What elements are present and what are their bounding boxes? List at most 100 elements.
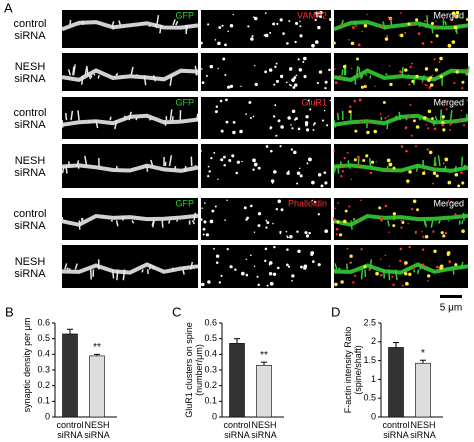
puncta bbox=[229, 24, 234, 28]
puncta bbox=[361, 30, 363, 32]
spine bbox=[356, 65, 359, 76]
puncta bbox=[403, 264, 406, 266]
puncta bbox=[466, 99, 469, 102]
puncta bbox=[432, 171, 437, 175]
puncta bbox=[354, 274, 357, 277]
y-axis-label: GluR1 clusters on spine (number/μm) bbox=[184, 322, 204, 418]
dendrite bbox=[333, 262, 469, 275]
puncta bbox=[405, 281, 409, 286]
puncta bbox=[315, 14, 319, 18]
channel-label: Merged bbox=[433, 10, 464, 20]
spine bbox=[387, 220, 390, 227]
puncta bbox=[349, 254, 353, 258]
spine bbox=[341, 69, 344, 76]
puncta bbox=[293, 76, 297, 80]
x-tick-label: NESH siRNA bbox=[84, 420, 110, 440]
puncta bbox=[236, 160, 241, 164]
spine bbox=[76, 160, 80, 167]
puncta bbox=[454, 263, 458, 267]
puncta bbox=[272, 222, 274, 225]
panel-label: C bbox=[172, 304, 181, 319]
spine bbox=[175, 20, 179, 26]
puncta bbox=[317, 173, 322, 177]
bar bbox=[415, 362, 431, 418]
puncta bbox=[310, 251, 315, 255]
puncta bbox=[279, 18, 283, 22]
puncta bbox=[339, 233, 343, 237]
spine bbox=[72, 64, 76, 76]
puncta bbox=[334, 207, 336, 209]
spine bbox=[353, 75, 357, 85]
puncta bbox=[297, 127, 301, 131]
puncta bbox=[340, 280, 344, 284]
spine bbox=[426, 15, 429, 26]
puncta bbox=[228, 158, 232, 162]
puncta bbox=[340, 23, 343, 26]
puncta bbox=[461, 87, 464, 90]
puncta bbox=[313, 122, 316, 125]
puncta bbox=[264, 259, 267, 263]
puncta bbox=[332, 41, 336, 45]
puncta bbox=[341, 170, 345, 173]
spine bbox=[384, 72, 388, 76]
spine bbox=[434, 115, 438, 121]
puncta bbox=[223, 155, 226, 159]
puncta bbox=[219, 99, 223, 103]
puncta bbox=[384, 204, 388, 208]
x-tick-label: control siRNA bbox=[56, 420, 84, 440]
puncta bbox=[220, 158, 224, 162]
puncta bbox=[268, 68, 273, 72]
puncta bbox=[384, 254, 387, 257]
puncta bbox=[462, 124, 466, 127]
puncta bbox=[421, 235, 424, 237]
puncta bbox=[303, 75, 307, 79]
puncta bbox=[360, 85, 364, 89]
puncta bbox=[384, 37, 389, 41]
puncta bbox=[291, 109, 296, 114]
spine bbox=[111, 21, 115, 26]
channel-label: VAMP2 bbox=[297, 10, 327, 20]
puncta bbox=[368, 268, 371, 271]
puncta bbox=[223, 164, 226, 167]
puncta bbox=[298, 68, 303, 72]
spine bbox=[438, 220, 441, 224]
y-tick-label: 0.2 bbox=[37, 380, 50, 390]
puncta bbox=[429, 83, 434, 87]
puncta bbox=[324, 181, 328, 185]
puncta bbox=[218, 26, 222, 29]
puncta bbox=[435, 25, 438, 28]
puncta bbox=[277, 266, 280, 270]
spine bbox=[64, 263, 68, 270]
spine bbox=[112, 24, 115, 30]
puncta bbox=[229, 265, 233, 269]
puncta bbox=[217, 41, 221, 46]
puncta bbox=[271, 182, 274, 184]
puncta bbox=[200, 68, 203, 70]
y-tick-label: 0.2 bbox=[204, 380, 217, 390]
spine bbox=[382, 21, 385, 26]
puncta bbox=[329, 99, 332, 102]
puncta bbox=[214, 205, 217, 208]
spine bbox=[175, 219, 179, 222]
puncta bbox=[415, 74, 419, 79]
spine bbox=[89, 74, 93, 78]
dendrite bbox=[61, 20, 199, 32]
puncta bbox=[386, 35, 389, 38]
puncta bbox=[227, 85, 231, 89]
spine bbox=[169, 109, 173, 121]
puncta bbox=[425, 124, 428, 126]
puncta bbox=[436, 265, 439, 269]
puncta bbox=[407, 22, 411, 26]
puncta bbox=[342, 64, 347, 69]
puncta bbox=[264, 247, 268, 251]
puncta bbox=[450, 200, 453, 203]
puncta bbox=[421, 263, 425, 267]
puncta bbox=[416, 208, 419, 212]
puncta bbox=[253, 231, 256, 234]
spine bbox=[358, 67, 361, 76]
spine bbox=[463, 164, 466, 167]
puncta bbox=[350, 67, 353, 70]
puncta bbox=[240, 271, 245, 276]
